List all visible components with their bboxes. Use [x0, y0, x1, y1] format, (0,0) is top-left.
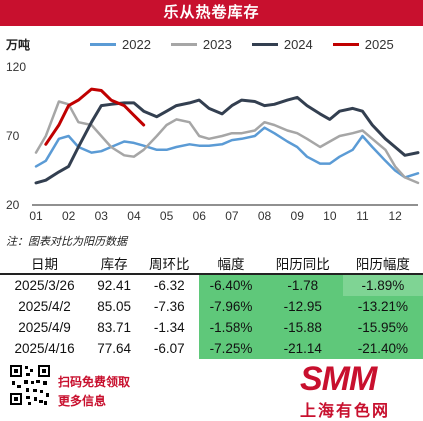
cell-yoy-pct: -1.89% [342, 274, 423, 296]
cell-date: 2025/4/9 [18, 320, 71, 335]
legend-swatch [332, 43, 359, 46]
legend-label: 2023 [202, 37, 232, 52]
x-tick-label: 10 [323, 209, 337, 223]
col-header-pct: 幅度 [199, 253, 263, 275]
cell-wow: -6.07 [153, 341, 185, 356]
col-header-yoy-pct: 阳历幅度 [342, 253, 423, 275]
qr-code-icon[interactable] [8, 363, 52, 407]
table-row: 2025/4/9 83.71 -1.34 -1.58% -15.88 -15.9… [0, 317, 423, 338]
cell-date: 2025/4/2 [18, 299, 71, 314]
cell-pct: -7.25% [199, 338, 263, 359]
cell-yoy: -21.14 [262, 338, 343, 359]
y-tick-label: 20 [6, 198, 20, 212]
legend-item-2024: 2024 [251, 37, 313, 52]
legend-label: 2025 [364, 37, 394, 52]
smm-logo: SMM [300, 360, 377, 398]
legend-label: 2022 [122, 37, 151, 52]
table-row: 2025/4/2 85.05 -7.36 -7.96% -12.95 -13.2… [0, 296, 423, 317]
cell-yoy-pct: -15.95% [342, 317, 423, 338]
cell-yoy-pct: -21.40% [342, 338, 423, 359]
more-info-text: 更多信息 [58, 394, 107, 408]
col-header-stock: 库存 [89, 253, 140, 275]
legend-label: 2024 [283, 37, 313, 52]
smm-logo-cn: 上海有色网 [300, 403, 391, 420]
cell-pct: -6.40% [199, 274, 263, 296]
x-tick-label: 01 [29, 209, 43, 223]
legend-swatch [90, 43, 116, 46]
table-row: 2025/3/26 92.41 -6.32 -6.40% -1.78 -1.89… [0, 274, 423, 296]
cell-stock: 85.05 [97, 299, 132, 314]
legend-item-2023: 2023 [170, 37, 232, 52]
legend: 2022 2023 2024 2025 [90, 37, 394, 52]
cell-yoy: -15.88 [262, 317, 343, 338]
cell-date: 2025/4/16 [14, 341, 75, 356]
y-tick-label: 120 [6, 60, 26, 74]
cell-stock: 92.41 [97, 278, 132, 293]
x-tick-label: 04 [127, 209, 141, 223]
col-header-wow: 周环比 [139, 253, 200, 275]
x-tick-label: 09 [291, 209, 305, 223]
legend-swatch [251, 43, 278, 46]
col-header-date: 日期 [0, 253, 90, 275]
cell-stock: 83.71 [97, 320, 132, 335]
cell-yoy: -1.78 [262, 274, 343, 296]
title-bar [0, 0, 423, 26]
x-tick-label: 03 [95, 209, 109, 223]
series-line-2022 [34, 126, 420, 179]
legend-swatch [170, 43, 197, 46]
scan-text: 扫码免费领取 [58, 375, 131, 389]
table-header-row: 日期 库存 周环比 幅度 阳历同比 阳历幅度 [0, 253, 423, 275]
chart-note: 注：图表对比为阳历数据 [6, 236, 127, 248]
cell-wow: -6.32 [153, 278, 185, 293]
unit-label: 万吨 [6, 38, 31, 52]
footer: 扫码免费领取 更多信息 SMM 上海有色网 [0, 360, 423, 420]
cell-date: 2025/3/26 [14, 278, 75, 293]
inventory-table: 日期 库存 周环比 幅度 阳历同比 阳历幅度 2025/3/26 92.41 -… [0, 253, 423, 359]
x-tick-label: 07 [225, 209, 239, 223]
x-tick-label: 12 [388, 209, 402, 223]
cell-pct: -7.96% [199, 296, 263, 317]
table-row: 2025/4/16 77.64 -6.07 -7.25% -21.14 -21.… [0, 338, 423, 359]
cell-yoy: -12.95 [262, 296, 343, 317]
legend-item-2022: 2022 [90, 37, 151, 52]
y-tick-label: 70 [6, 129, 20, 143]
col-header-yoy: 阳历同比 [262, 253, 343, 275]
legend-item-2025: 2025 [332, 37, 394, 52]
cell-stock: 77.64 [97, 341, 132, 356]
x-tick-label: 08 [258, 209, 272, 223]
series-line-2025 [44, 87, 146, 146]
x-tick-label: 02 [62, 209, 76, 223]
x-tick-label: 05 [160, 209, 174, 223]
line-chart: 20 70 120 01 02 03 04 05 06 07 08 09 10 11 12 [6, 60, 420, 223]
series-line-2023 [34, 100, 420, 185]
cell-wow: -1.34 [153, 320, 185, 335]
cell-yoy-pct: -13.21% [342, 296, 423, 317]
cell-wow: -7.36 [153, 299, 185, 314]
cell-pct: -1.58% [199, 317, 263, 338]
series-line-2024 [34, 95, 420, 185]
x-tick-label: 06 [193, 209, 207, 223]
x-tick-label: 11 [356, 209, 369, 223]
chart-title: 乐从热卷库存 [163, 4, 260, 21]
